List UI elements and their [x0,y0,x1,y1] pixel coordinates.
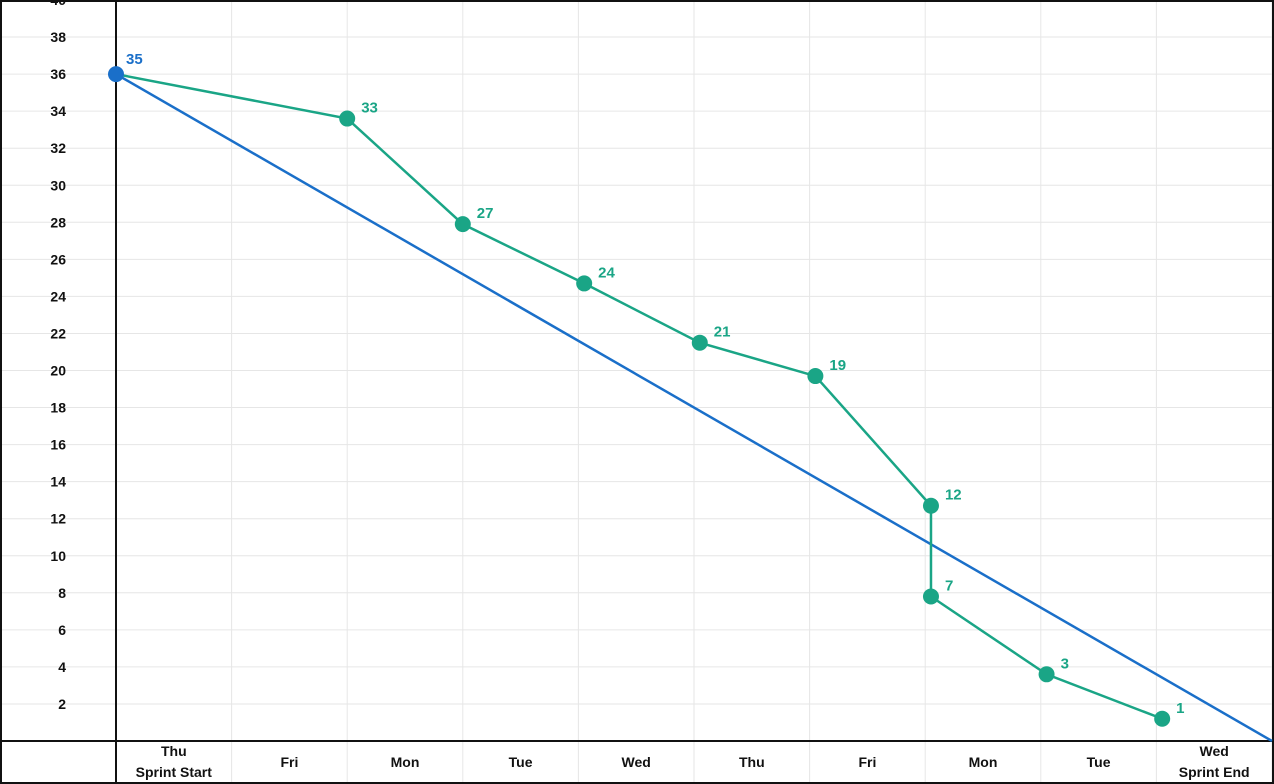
actual-data-label: 1 [1176,700,1184,717]
actual-point [691,334,708,351]
y-tick-label: 12 [50,511,66,527]
y-tick-label: 18 [50,400,66,416]
actual-data-label: 19 [829,357,846,374]
data-labels: 33 27 24 21 19 12 7 3 1 35 [126,51,1185,717]
y-tick-label: 4 [58,659,66,675]
y-tick-label: 36 [50,66,66,82]
y-tick-label: 20 [50,363,66,379]
x-axis-tick-labels: Thu Sprint Start Fri Mon Tue Wed Thu Fri Mon Tue W… [136,743,1250,780]
x-tick-label: Sprint Start [136,764,213,780]
y-tick-label: 32 [50,140,66,156]
actual-data-label: 21 [714,324,731,341]
actual-data-label: 12 [945,487,962,504]
horizontal-gridlines [0,0,1274,705]
y-tick-label: 26 [50,251,66,267]
actual-point [807,368,824,385]
x-tick-label: Mon [969,754,998,770]
x-tick-label: Wed [622,754,651,770]
y-tick-label: 10 [50,548,66,564]
actual-data-label: 33 [361,100,378,117]
x-tick-label: Fri [858,754,876,770]
y-tick-label: 38 [50,29,66,45]
actual-point [922,588,939,605]
ideal-start-point [108,66,124,83]
ideal-data-label: 35 [126,51,143,68]
actual-point [339,110,356,127]
actual-point [922,497,939,514]
y-tick-label: 2 [58,696,66,712]
x-tick-label: Thu [161,743,187,759]
y-tick-label: 28 [50,214,66,230]
actual-point [1038,666,1055,683]
y-tick-label: 24 [50,288,66,304]
x-tick-label: Tue [509,754,533,770]
actual-line [115,72,1163,720]
series-points [108,66,1171,727]
y-tick-label: 40 [50,0,66,8]
ideal-line [115,73,1273,743]
actual-point [454,216,471,233]
x-tick-label: Thu [739,754,765,770]
y-tick-label: 30 [50,177,66,193]
actual-point [576,275,593,292]
x-tick-label: Fri [280,754,298,770]
x-tick-label: Sprint End [1179,764,1250,780]
y-tick-label: 8 [58,585,66,601]
actual-data-label: 7 [945,578,953,595]
y-tick-label: 34 [50,103,66,119]
x-tick-label: Wed [1200,743,1229,759]
actual-point [1154,710,1171,727]
x-tick-label: Mon [391,754,420,770]
actual-data-label: 27 [477,205,494,222]
y-tick-label: 14 [50,474,66,490]
y-tick-label: 22 [50,325,66,341]
x-tick-label: Tue [1087,754,1111,770]
actual-data-label: 3 [1061,655,1069,672]
y-tick-label: 6 [58,622,66,638]
y-tick-label: 16 [50,437,66,453]
series-lines [115,72,1273,743]
actual-data-label: 24 [598,264,615,281]
